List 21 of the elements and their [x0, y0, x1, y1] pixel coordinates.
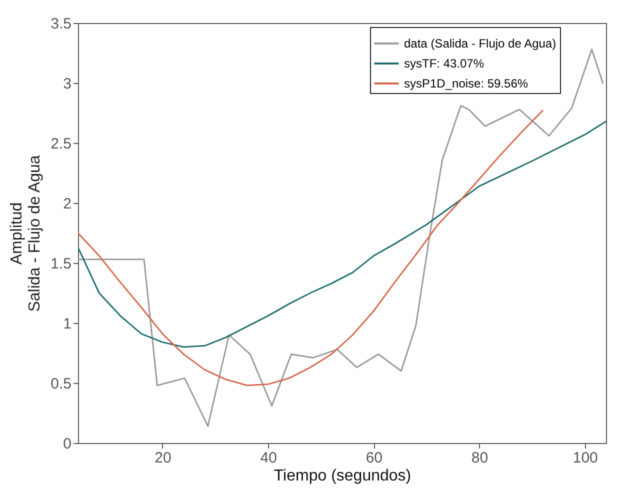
x-axis-title: Tiempo (segundos) [274, 468, 412, 484]
legend-label: sysTF: 43.07% [404, 56, 484, 70]
x-tick-label: 60 [366, 450, 383, 466]
line-series [78, 120, 606, 348]
y-axis-title: Amplitud Salida - Flujo de Agua [8, 155, 44, 312]
x-tick-label: 100 [572, 450, 598, 466]
x-tick-label: 40 [260, 450, 277, 466]
x-tick-label: 80 [471, 450, 488, 466]
x-tick-label: 20 [154, 450, 172, 466]
y-tick-label: 1 [63, 316, 72, 332]
legend-label: data (Salida - Flujo de Agua) [404, 36, 556, 50]
line-series [78, 48, 604, 427]
line-series [78, 110, 544, 386]
y-tick-label: 3 [63, 76, 72, 92]
y-tick-label: 0 [63, 436, 72, 452]
y-tick-label: 1.5 [50, 256, 72, 272]
y-tick-label: 2.5 [50, 136, 72, 152]
y-tick-label: 3.5 [50, 16, 72, 32]
legend-label: sysP1D_noise: 59.56% [404, 76, 528, 90]
y-tick-label: 2 [63, 196, 72, 212]
y-tick-label: 0.5 [50, 376, 72, 392]
